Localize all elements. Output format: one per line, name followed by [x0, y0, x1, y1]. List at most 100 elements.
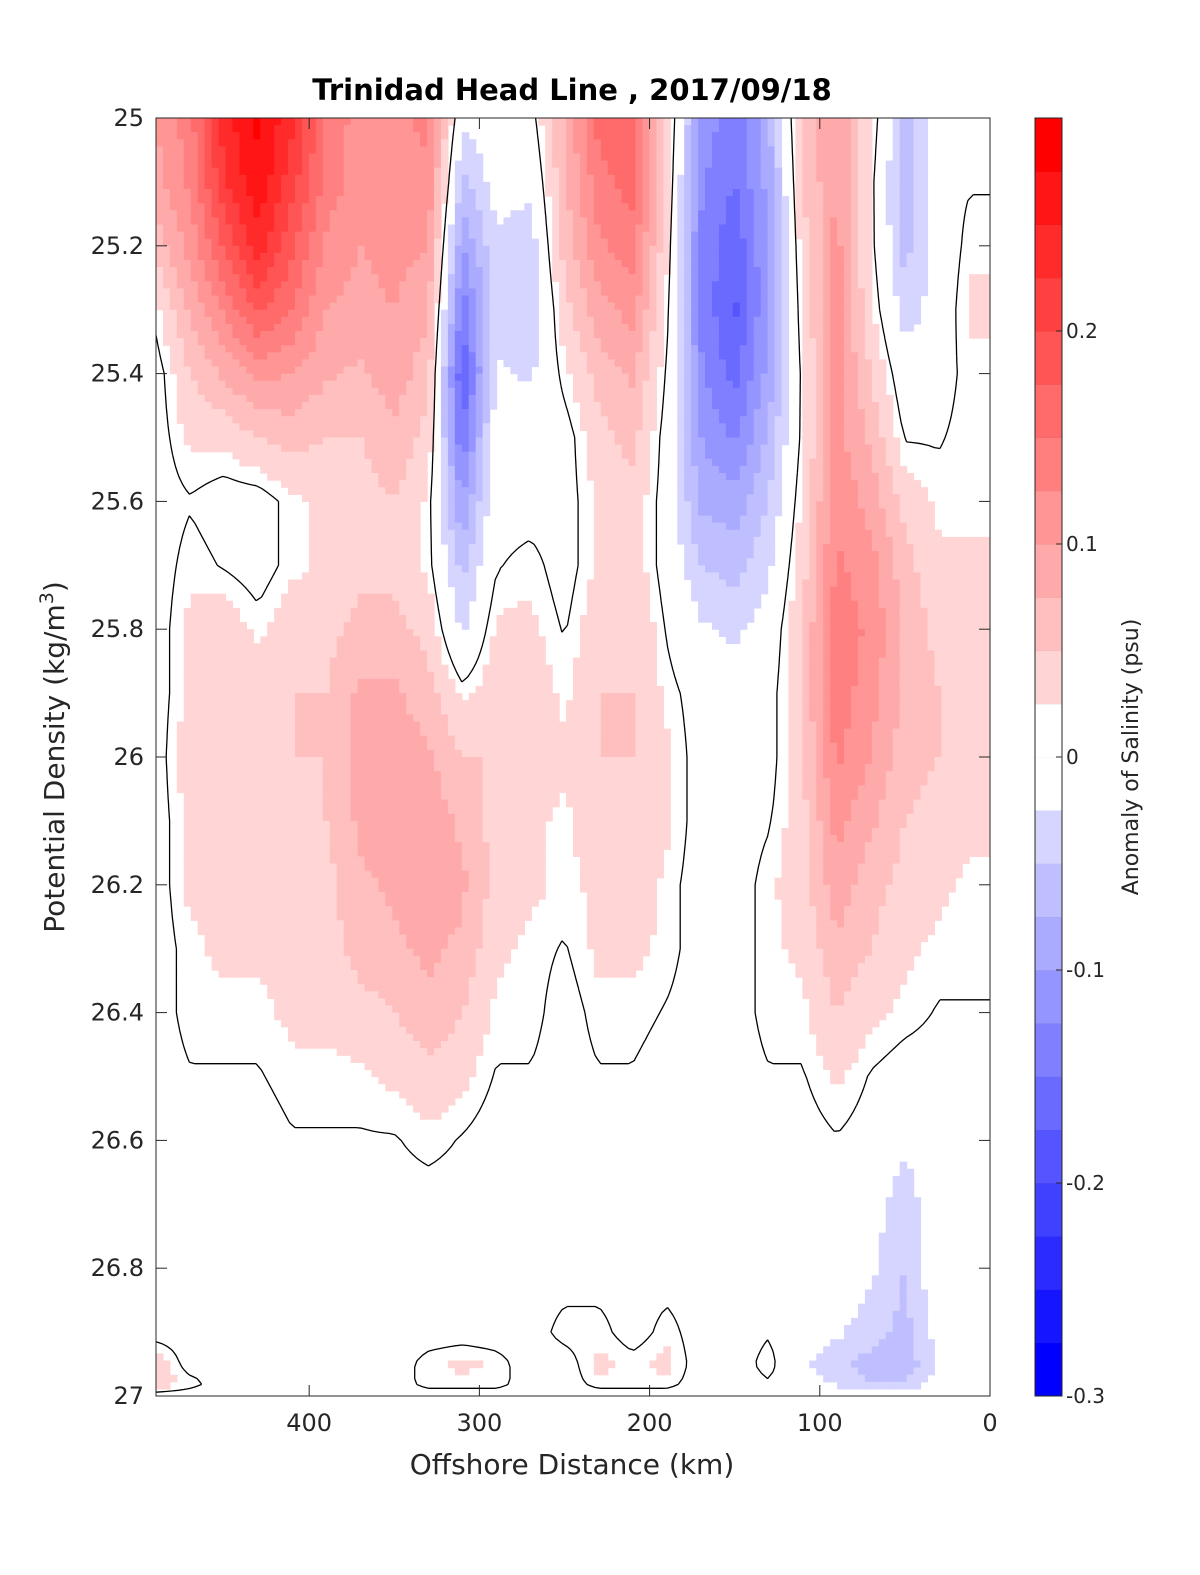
- contour-cell: [844, 444, 852, 453]
- contour-cell: [434, 139, 442, 147]
- contour-cell: [524, 359, 532, 368]
- contour-cell: [698, 430, 706, 439]
- contour-cell: [732, 409, 741, 417]
- contour-cell: [427, 423, 435, 431]
- contour-cell: [406, 416, 414, 424]
- contour-cell: [440, 118, 449, 126]
- contour-cell: [677, 494, 685, 502]
- contour-cell: [614, 302, 623, 311]
- contour-cell: [350, 331, 359, 339]
- contour-cell: [649, 132, 657, 140]
- contour-cell: [475, 437, 484, 446]
- contour-cell: [767, 402, 776, 410]
- contour-cell: [197, 316, 206, 325]
- contour-cell: [232, 139, 240, 147]
- contour-cell: [336, 487, 345, 495]
- contour-cell: [392, 167, 400, 176]
- contour-cell: [725, 231, 734, 240]
- contour-cell: [364, 323, 373, 332]
- contour-cell: [725, 423, 734, 431]
- contour-cell: [447, 487, 456, 495]
- contour-cell: [454, 331, 463, 339]
- contour-cell: [343, 217, 352, 226]
- contour-cell: [183, 252, 192, 261]
- contour-cell: [420, 480, 428, 488]
- contour-cell: [864, 196, 873, 204]
- contour-cell: [851, 373, 859, 382]
- contour-cell: [691, 416, 699, 424]
- contour-cell: [698, 451, 706, 460]
- contour-cell: [983, 274, 990, 282]
- contour-cell: [420, 139, 428, 147]
- contour-cell: [844, 252, 852, 261]
- contour-cell: [225, 352, 234, 360]
- contour-cell: [204, 352, 213, 360]
- contour-cell: [677, 444, 685, 453]
- contour-cell: [837, 189, 845, 197]
- contour-cell: [288, 288, 296, 297]
- contour-cell: [392, 252, 400, 261]
- contour-cell: [851, 252, 859, 261]
- contour-cell: [364, 316, 373, 325]
- contour-cell: [169, 146, 178, 155]
- contour-cell: [698, 118, 706, 126]
- contour-cell: [635, 501, 644, 510]
- contour-cell: [308, 323, 317, 332]
- contour-cell: [420, 373, 428, 382]
- contour-cell: [663, 189, 671, 197]
- contour-cell: [830, 423, 838, 431]
- contour-cell: [336, 465, 345, 474]
- contour-cell: [573, 281, 581, 289]
- contour-cell: [427, 331, 435, 339]
- contour-cell: [211, 444, 220, 453]
- contour-cell: [816, 416, 824, 424]
- contour-cell: [545, 174, 553, 183]
- contour-cell: [183, 323, 192, 332]
- contour-cell: [225, 373, 234, 382]
- contour-cell: [677, 359, 685, 368]
- contour-cell: [851, 473, 859, 481]
- contour-cell: [579, 352, 588, 360]
- contour-cell: [371, 231, 379, 240]
- contour-cell: [802, 487, 810, 495]
- contour-cell: [204, 430, 213, 439]
- contour-cell: [308, 501, 317, 510]
- contour-cell: [857, 118, 866, 126]
- contour-cell: [851, 196, 859, 204]
- contour-cell: [288, 196, 296, 204]
- contour-cell: [427, 309, 435, 318]
- contour-cell: [844, 345, 852, 353]
- contour-cell: [427, 196, 435, 204]
- contour-cell: [260, 295, 268, 304]
- contour-cell: [753, 501, 762, 510]
- contour-cell: [878, 494, 887, 502]
- contour-cell: [260, 160, 268, 169]
- contour-cell: [857, 380, 866, 389]
- contour-cell: [364, 132, 373, 140]
- contour-cell: [649, 146, 657, 155]
- contour-cell: [517, 260, 525, 268]
- contour-cell: [378, 118, 386, 126]
- contour-cell: [635, 373, 644, 382]
- contour-cell: [573, 118, 581, 126]
- contour-cell: [413, 281, 421, 289]
- contour-cell: [232, 295, 240, 304]
- contour-cell: [197, 139, 206, 147]
- contour-cell: [607, 295, 616, 304]
- contour-cell: [635, 125, 644, 133]
- contour-cell: [204, 210, 213, 218]
- contour-cell: [566, 210, 574, 218]
- contour-cell: [378, 153, 386, 162]
- contour-cell: [802, 181, 810, 190]
- contour-cell: [434, 118, 442, 126]
- contour-cell: [399, 231, 407, 240]
- contour-cell: [392, 345, 400, 353]
- contour-cell: [274, 160, 282, 169]
- contour-cell: [399, 174, 407, 183]
- contour-cell: [725, 189, 734, 197]
- contour-cell: [677, 473, 685, 481]
- contour-cell: [399, 281, 407, 289]
- contour-cell: [503, 309, 512, 318]
- contour-cell: [267, 409, 275, 417]
- contour-cell: [225, 359, 234, 368]
